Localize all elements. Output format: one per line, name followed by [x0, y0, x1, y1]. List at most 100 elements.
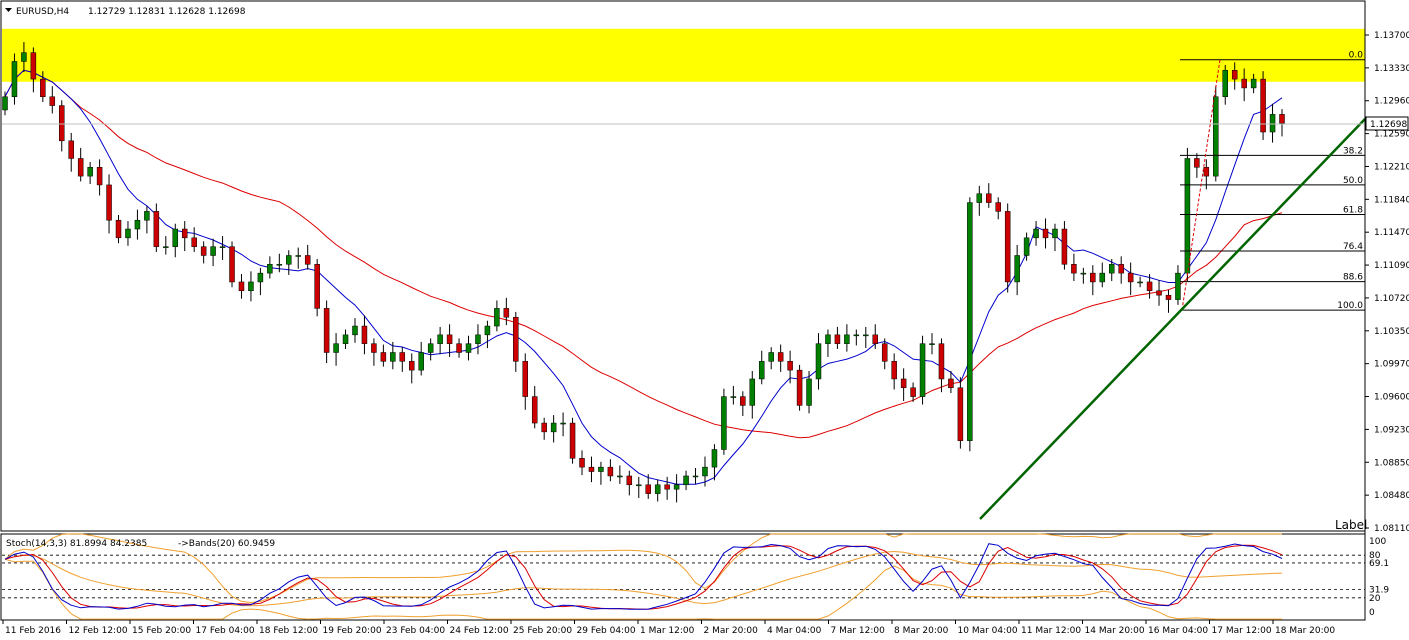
- candle: [967, 197, 973, 452]
- candle: [144, 206, 150, 234]
- candle: [21, 42, 27, 73]
- candle-body: [219, 246, 226, 248]
- candle: [163, 236, 169, 255]
- candle-body: [153, 211, 160, 247]
- candle: [910, 382, 916, 402]
- candle: [286, 250, 292, 275]
- candle-body: [172, 228, 179, 247]
- candle-body: [286, 255, 292, 265]
- candle: [59, 100, 65, 152]
- candle: [1127, 262, 1134, 296]
- candle: [863, 326, 869, 349]
- price-tick-label: 1.12590: [1374, 130, 1409, 140]
- candle: [1269, 103, 1276, 143]
- candle: [153, 203, 160, 252]
- candle: [598, 461, 604, 485]
- price-tick-label: 1.08110: [1374, 524, 1409, 534]
- candle-body: [834, 334, 841, 344]
- candle: [891, 353, 897, 390]
- current-price-box: [1365, 116, 1409, 131]
- candle-body: [777, 352, 784, 362]
- candle: [314, 259, 320, 317]
- main-pane: [0, 0, 1366, 532]
- price-tick-label: 1.11090: [1374, 261, 1409, 271]
- candle: [295, 247, 301, 269]
- candle: [380, 344, 387, 367]
- fib-level-label: 76.4: [1343, 242, 1363, 252]
- time-tick-label: 11 Feb 2016: [5, 626, 61, 636]
- candle-body: [929, 343, 935, 345]
- candle: [494, 300, 500, 332]
- candle-body: [636, 484, 642, 487]
- candle-body: [1090, 272, 1096, 283]
- fib-level-label: 38.2: [1343, 146, 1363, 156]
- band-lower-line: [4, 558, 1282, 620]
- candle-body: [938, 343, 945, 380]
- candle-body: [588, 466, 595, 472]
- candle: [541, 417, 547, 440]
- candle: [1099, 262, 1106, 288]
- candle-body: [238, 281, 245, 292]
- candle-body: [163, 246, 169, 248]
- candle: [986, 183, 992, 208]
- indicator-label: Stoch(14,3,3) 81.8994 84.2385: [6, 539, 147, 549]
- candle: [200, 241, 207, 264]
- candle: [1080, 267, 1087, 284]
- candle-body: [314, 264, 320, 309]
- candle: [30, 47, 37, 93]
- candle: [853, 329, 860, 346]
- triangle-down-icon[interactable]: [5, 8, 12, 12]
- candle: [806, 371, 812, 414]
- time-tick-label: 19 Feb 20:00: [323, 626, 382, 636]
- candle-body: [484, 325, 491, 336]
- candle: [475, 324, 481, 355]
- candle-body: [40, 78, 46, 97]
- fast-moving-average-line: [4, 69, 1283, 485]
- candle-body: [1269, 114, 1276, 133]
- candle: [721, 388, 727, 455]
- candle: [1260, 71, 1266, 140]
- candle-body: [87, 167, 93, 177]
- candles: [2, 42, 1285, 503]
- candle-body: [560, 422, 566, 425]
- candle-body: [881, 343, 888, 362]
- candle: [711, 444, 718, 481]
- price-tick-label: 1.08850: [1374, 458, 1409, 468]
- candle: [304, 244, 311, 270]
- symbol-label: EURUSD,H4: [16, 7, 69, 17]
- candle: [390, 341, 396, 370]
- time-tick-label: 11 Mar 12:00: [1021, 626, 1081, 636]
- candle: [257, 267, 264, 296]
- candle: [531, 386, 538, 429]
- candle: [683, 470, 689, 491]
- price-tick-label: 1.10720: [1374, 294, 1409, 304]
- candle-body: [248, 281, 254, 292]
- candle: [1222, 64, 1228, 105]
- candle-body: [948, 378, 954, 389]
- candle-body: [1279, 114, 1285, 124]
- candle-body: [872, 334, 879, 344]
- fib-level-label: 50.0: [1343, 176, 1363, 186]
- time-tick-label: 4 Mar 04:00: [767, 626, 822, 636]
- band-upper-line: [4, 533, 1282, 604]
- candle: [333, 333, 339, 366]
- candle-body: [673, 484, 680, 490]
- candle-body: [1108, 264, 1115, 274]
- candle: [1194, 153, 1200, 178]
- candle: [342, 329, 349, 349]
- candle-body: [692, 475, 699, 478]
- candle-body: [1137, 281, 1143, 284]
- time-tick-label: 18 Feb 12:00: [259, 626, 318, 636]
- candle-body: [68, 140, 74, 159]
- candle-body: [1023, 237, 1030, 256]
- candle-body: [626, 475, 633, 486]
- corner-label[interactable]: Label: [1335, 518, 1367, 532]
- price-tick-label: 1.09970: [1374, 360, 1409, 370]
- candle-body: [125, 228, 131, 239]
- candle: [172, 223, 179, 258]
- candle-body: [475, 334, 481, 344]
- candle: [371, 338, 377, 366]
- candle: [1165, 289, 1172, 313]
